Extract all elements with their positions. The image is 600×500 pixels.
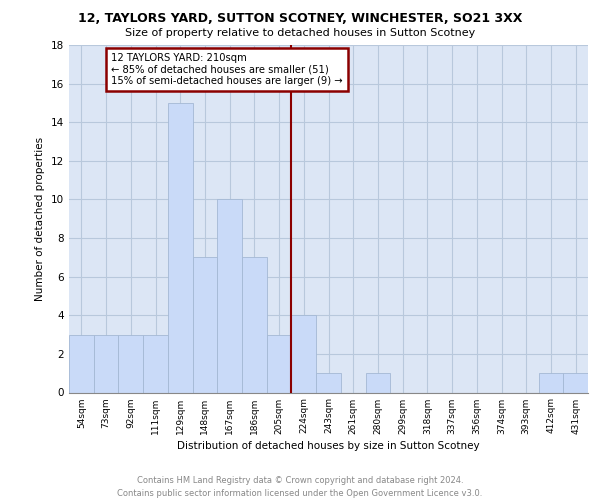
Bar — [316, 373, 341, 392]
Text: Contains HM Land Registry data © Crown copyright and database right 2024.
Contai: Contains HM Land Registry data © Crown c… — [118, 476, 482, 498]
Bar — [168, 103, 193, 393]
X-axis label: Distribution of detached houses by size in Sutton Scotney: Distribution of detached houses by size … — [177, 440, 480, 450]
Bar — [118, 334, 143, 392]
Bar — [292, 316, 316, 392]
Bar — [267, 334, 292, 392]
Bar — [539, 373, 563, 392]
Text: 12 TAYLORS YARD: 210sqm
← 85% of detached houses are smaller (51)
15% of semi-de: 12 TAYLORS YARD: 210sqm ← 85% of detache… — [111, 52, 343, 86]
Bar — [94, 334, 118, 392]
Bar — [69, 334, 94, 392]
Bar — [563, 373, 588, 392]
Bar — [217, 200, 242, 392]
Bar — [242, 258, 267, 392]
Bar — [143, 334, 168, 392]
Bar — [193, 258, 217, 392]
Y-axis label: Number of detached properties: Number of detached properties — [35, 136, 46, 301]
Bar — [365, 373, 390, 392]
Text: Size of property relative to detached houses in Sutton Scotney: Size of property relative to detached ho… — [125, 28, 475, 38]
Text: 12, TAYLORS YARD, SUTTON SCOTNEY, WINCHESTER, SO21 3XX: 12, TAYLORS YARD, SUTTON SCOTNEY, WINCHE… — [78, 12, 522, 26]
